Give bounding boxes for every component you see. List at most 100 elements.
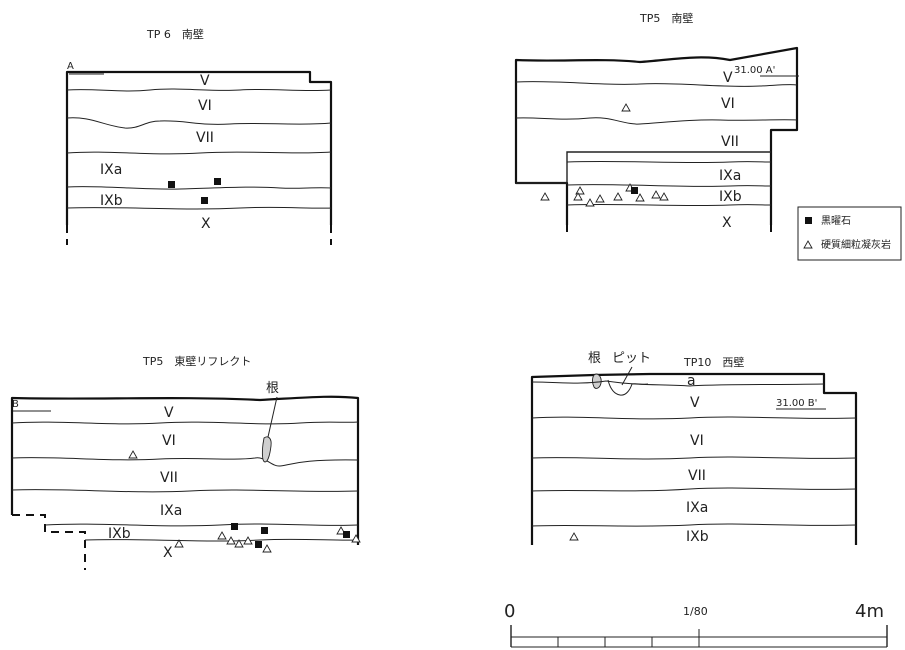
- tp5-east-boundary-ixa-ixb: [44, 523, 359, 527]
- tp5-east-tuff-marker: [174, 539, 184, 548]
- tp5-south-layer-vii: VII: [721, 134, 739, 150]
- tp10-boundary-v-vi: [531, 416, 857, 420]
- tp6-layer-vi: VI: [198, 98, 212, 114]
- tp5-east-layer-x: X: [163, 545, 173, 561]
- tp5-east-root-label: 根: [266, 381, 279, 396]
- tp5-east-layer-ixa: IXa: [160, 503, 182, 519]
- tp5-south-wall-section: TP5 南壁 31.00 A' V VI VII IXa IXb X: [514, 11, 902, 261]
- tp5-south-section-outline: [514, 46, 799, 225]
- tp5-south-tuff-marker: [659, 192, 669, 201]
- tp6-obsidian-marker: [214, 178, 221, 185]
- tp10-boundary-ixa-ixb: [531, 523, 857, 527]
- scale-start-label: 0: [504, 601, 515, 622]
- tp5-south-tuff-marker: [621, 103, 631, 112]
- tp5-south-title: TP5 南壁: [639, 11, 693, 25]
- tp10-boundary-vii-ixa: [531, 487, 857, 492]
- tp10-boundary-a-v: [531, 380, 825, 387]
- tp5-south-layer-v: V: [723, 70, 733, 86]
- tp5-south-tuff-marker: [540, 192, 550, 201]
- tp6-layer-v: V: [200, 73, 210, 89]
- tp10-layer-a: a: [687, 373, 696, 389]
- tp5-east-title: TP5 東壁リフレクト: [142, 354, 251, 368]
- tp5-east-layer-v: V: [164, 405, 174, 421]
- tp6-layer-ixb: IXb: [100, 193, 123, 209]
- tp5-south-boundary-ixb-x: [566, 203, 772, 207]
- tp10-layer-ixb: IXb: [686, 529, 709, 545]
- tp5-south-layer-x: X: [722, 215, 732, 231]
- tp5-east-tuff-marker: [243, 536, 253, 545]
- tp5-east-root-shape: [261, 436, 272, 463]
- tp5-south-tuff-marker: [573, 192, 583, 201]
- tp5-east-obsidian-marker: [255, 541, 262, 548]
- tp6-layer-x: X: [201, 216, 211, 232]
- tp5-east-tuff-marker: [226, 536, 236, 545]
- tp5-south-tuff-marker: [635, 193, 645, 202]
- tp5-south-layer-ixb: IXb: [719, 189, 742, 205]
- tp10-pit-leader: [621, 366, 633, 386]
- tp10-tuff-marker: [569, 532, 579, 541]
- tp5-east-boundary-vi-vii: [11, 457, 359, 467]
- tp5-south-tuff-marker: [613, 192, 623, 201]
- tp5-south-boundary-ixa-ixb: [566, 184, 772, 187]
- tp6-south-title: TP 6 南壁: [146, 27, 204, 41]
- tp5-east-tuff-marker: [351, 534, 361, 543]
- legend-obsidian-label: 黒曜石: [821, 215, 851, 227]
- tp5-east-layer-vii: VII: [160, 470, 178, 486]
- tp5-south-obsidian-marker: [631, 187, 638, 194]
- legend-tuff-symbol: [803, 240, 813, 249]
- tp10-layer-vi: VI: [690, 433, 704, 449]
- tp6-boundary-vi-vii: [66, 117, 332, 129]
- tp10-layer-vii: VII: [688, 468, 706, 484]
- tp6-layer-ixa: IXa: [100, 162, 122, 178]
- tp5-south-step-top: [566, 151, 771, 183]
- tp6-boundary-vii-ixa: [66, 151, 332, 155]
- legend-frame: [797, 206, 902, 261]
- tp6-section-outline: [65, 70, 333, 225]
- tp6-point-a-label: A: [67, 61, 74, 72]
- tp10-west-title: TP10 西壁: [683, 355, 744, 369]
- tp5-east-obsidian-marker: [231, 523, 238, 530]
- tp6-boundary-ixa-ixb: [66, 186, 332, 190]
- tp6-obsidian-marker: [168, 181, 175, 188]
- tp5-east-boundary-v-vi: [11, 421, 359, 425]
- tp10-layer-ixa: IXa: [686, 500, 708, 516]
- tp5-east-tuff-marker: [234, 539, 244, 548]
- legend-box: 黒曜石 硬質細粒凝灰岩: [797, 206, 902, 261]
- tp10-pit-label: ピット: [612, 351, 651, 366]
- tp5-east-root-leader: [267, 396, 278, 438]
- scale-end-label: 4m: [855, 601, 884, 622]
- tp6-obsidian-marker: [201, 197, 208, 204]
- tp5-south-tuff-marker: [585, 198, 595, 207]
- tp5-south-boundary-vii-ixa: [566, 160, 772, 164]
- tp10-elevation: 31.00 B': [776, 398, 817, 409]
- tp5-east-boundary-vii-ixa: [11, 489, 359, 493]
- tp5-south-tuff-marker: [595, 194, 605, 203]
- tp10-west-wall-section: TP10 西壁 根 ピット 31.00 B' a V VI VII IXa IX…: [530, 351, 858, 545]
- tp5-east-point-b-label: B: [12, 399, 19, 410]
- tp5-east-tuff-marker: [262, 544, 272, 553]
- tp6-boundary-ixb-x: [66, 206, 332, 210]
- tp6-layer-vii: VII: [196, 130, 214, 146]
- tp6-south-wall-section: TP 6 南壁 A V VI VII IXa IXb X: [65, 27, 333, 245]
- tp5-south-boundary-v-vi: [515, 81, 798, 87]
- tp10-layer-v: V: [690, 395, 700, 411]
- tp5-east-tuff-marker: [128, 450, 138, 459]
- legend-obsidian-symbol: [805, 217, 812, 224]
- tp5-east-tuff-marker: [217, 531, 227, 540]
- tp5-east-stepped-dash: [12, 514, 86, 570]
- tp5-south-boundary-vi-vii: [515, 117, 798, 125]
- tp5-east-wall-section: TP5 東壁リフレクト B 根 V VI VII IXa IXb X: [10, 354, 361, 570]
- tp10-root-label: 根: [588, 351, 601, 366]
- scale-bar: 0 1/80 4m: [504, 601, 888, 648]
- tp5-south-layer-vi: VI: [721, 96, 735, 112]
- tp5-east-section-outline: [10, 395, 360, 545]
- tp5-south-layer-ixa: IXa: [719, 168, 741, 184]
- tp10-section-outline: [530, 372, 858, 545]
- tp6-boundary-v-vi: [66, 88, 332, 92]
- tp5-east-layer-vi: VI: [162, 433, 176, 449]
- tp5-east-obsidian-marker: [343, 531, 350, 538]
- tp5-south-tuff-marker: [651, 190, 661, 199]
- tp5-east-obsidian-marker: [261, 527, 268, 534]
- scale-ratio-label: 1/80: [683, 605, 708, 618]
